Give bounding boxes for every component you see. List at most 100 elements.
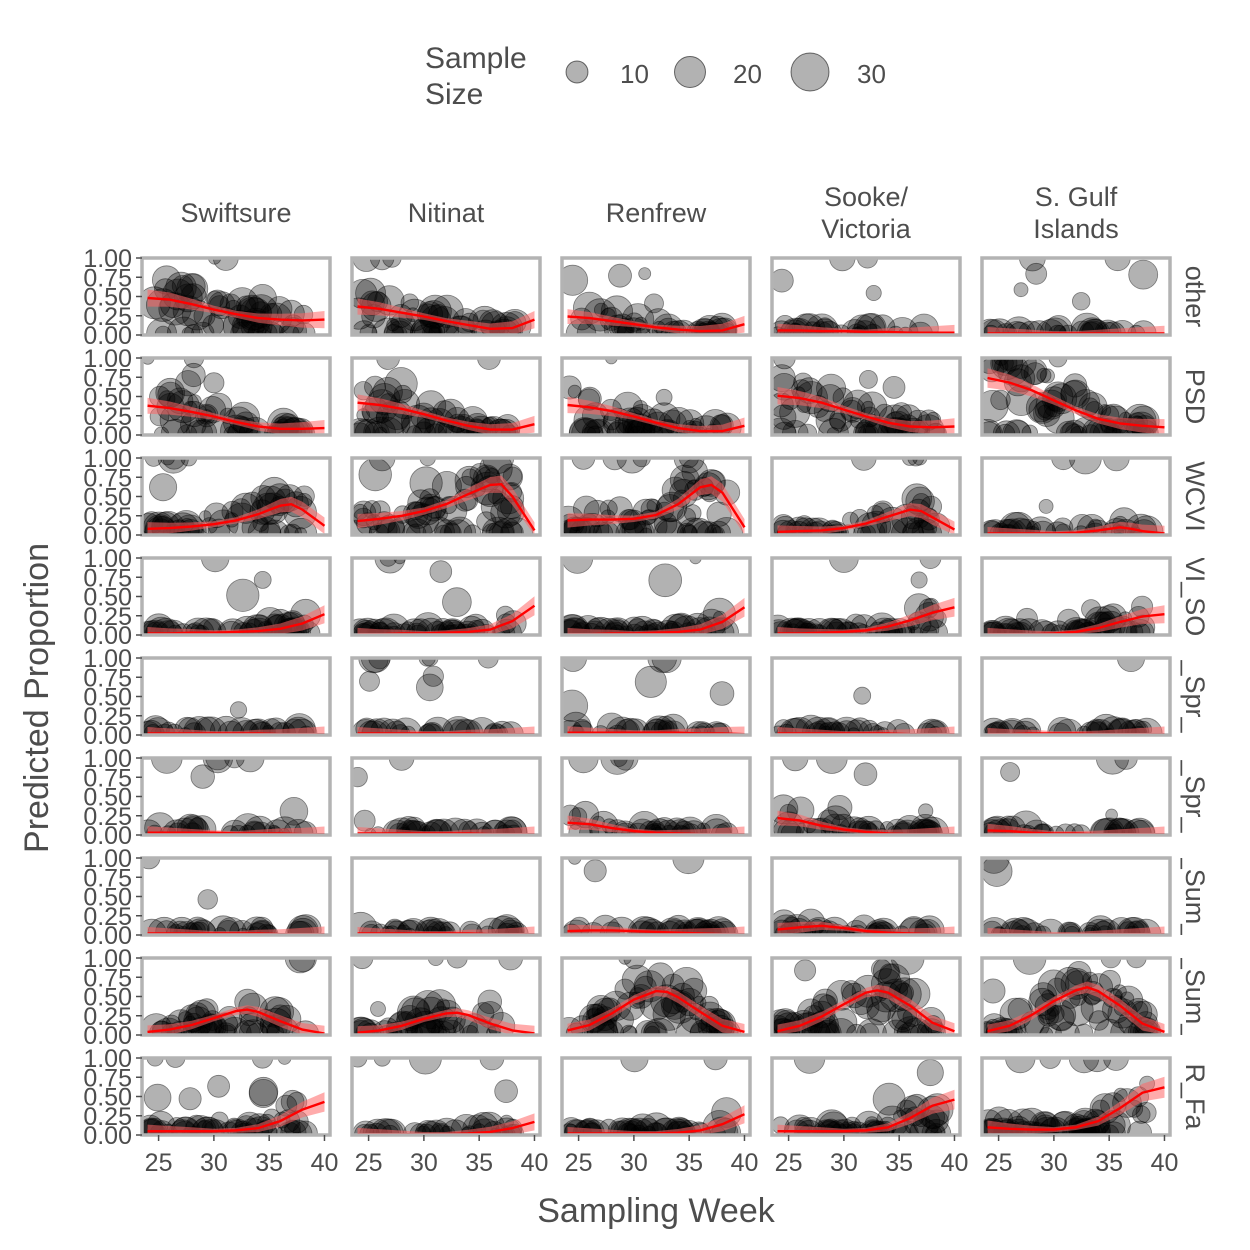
panel [560,856,752,937]
x-tick-label: 25 [775,1149,803,1177]
data-point [1048,358,1068,368]
y-tick-label: 1.00 [83,245,132,273]
x-tick-label: 40 [521,1149,549,1177]
data-point [352,958,374,970]
fit-ribbon [357,394,535,435]
panel-border [770,356,962,437]
data-point [1102,1121,1126,1135]
data-point [352,767,368,788]
y-tick-label: 0.25 [83,1103,132,1131]
data-point [859,369,878,389]
data-point [256,322,278,335]
panel-border [560,356,752,437]
data-point [1095,758,1130,775]
data-point [502,466,523,487]
panels [140,256,1172,1137]
column-label: Islands [1033,214,1119,244]
panel-border [560,556,752,637]
panel [350,356,542,437]
fit-ribbon [147,1005,325,1035]
panel-border [560,856,752,937]
data-point [982,978,1006,1004]
fit-line [147,1008,325,1035]
y-tick-label: 1.00 [83,545,132,573]
data-point [437,1019,465,1035]
x-tick-label: 25 [145,1149,173,1177]
data-point [909,1118,939,1135]
data-point [562,689,589,722]
y-tick-label: 1.00 [83,945,132,973]
data-point [794,959,817,982]
fit-ribbon [987,926,1165,935]
row-label: _Sum_ [1180,853,1210,941]
data-point [203,372,225,394]
data-point [393,384,413,404]
panel-border [560,756,752,837]
row-label: other [1180,266,1210,328]
panel [350,956,542,1037]
data-point [646,962,675,990]
data-point [442,587,472,617]
panel [350,1056,542,1137]
data-point [207,1074,231,1098]
data-point [683,504,702,522]
data-point [651,658,682,674]
panel [770,556,962,637]
data-point [1088,1010,1110,1031]
panel-border [770,856,962,937]
data-point [639,1112,674,1135]
data-point [916,1059,944,1087]
x-axis: 25 30 35 40 25 30 35 40 25 30 35 40 25 30 35 40 25 30 35 40 [145,1135,1178,1177]
y-tick-label: 0.50 [83,484,132,512]
x-tick-label: 25 [355,1149,383,1177]
data-point [678,458,699,468]
panel [350,256,542,337]
panel [770,256,962,337]
y-tick-label: 0.75 [83,664,132,692]
y-tick-label: 1.00 [83,645,132,673]
fit-line [357,482,536,532]
column-label: Swiftsure [180,198,291,228]
y-tick-label: 0.00 [83,722,132,750]
data-point [1000,358,1023,372]
data-point [1005,1058,1036,1074]
legend-title: Sample [425,42,527,75]
fit-ribbon [777,387,955,435]
y-tick-label: 0.25 [83,503,132,531]
y-tick-label: 1.00 [83,745,132,773]
panel [770,756,962,837]
data-point [562,264,589,296]
data-point [1044,315,1073,335]
data-point [181,327,195,335]
panel-border [770,556,962,637]
y-tick-label: 0.75 [83,764,132,792]
fit-ribbon [777,1089,955,1135]
data-point [218,1024,236,1035]
panel [980,756,1172,837]
data-point [930,1125,945,1135]
data-point [491,517,523,535]
data-point [646,499,660,513]
data-point [1112,984,1127,999]
y-tick-label: 0.75 [83,864,132,892]
fit-line [567,315,745,333]
panel [140,1056,332,1137]
fit-line [987,986,1165,1034]
fit-ribbon [567,815,745,835]
data-point [180,273,206,300]
y-tick-label: 0.25 [83,603,132,631]
data-point [501,521,524,535]
data-point [1023,362,1047,386]
panel-background [982,258,1170,335]
data-point [369,258,395,271]
data-point [866,1001,891,1026]
panel [140,356,332,437]
data-point [229,701,248,719]
panel [560,556,752,637]
data-point [608,263,632,288]
data-point [890,958,925,975]
panel-background [142,858,330,935]
panel [770,1056,962,1137]
y-tick-label: 1.00 [83,445,132,473]
